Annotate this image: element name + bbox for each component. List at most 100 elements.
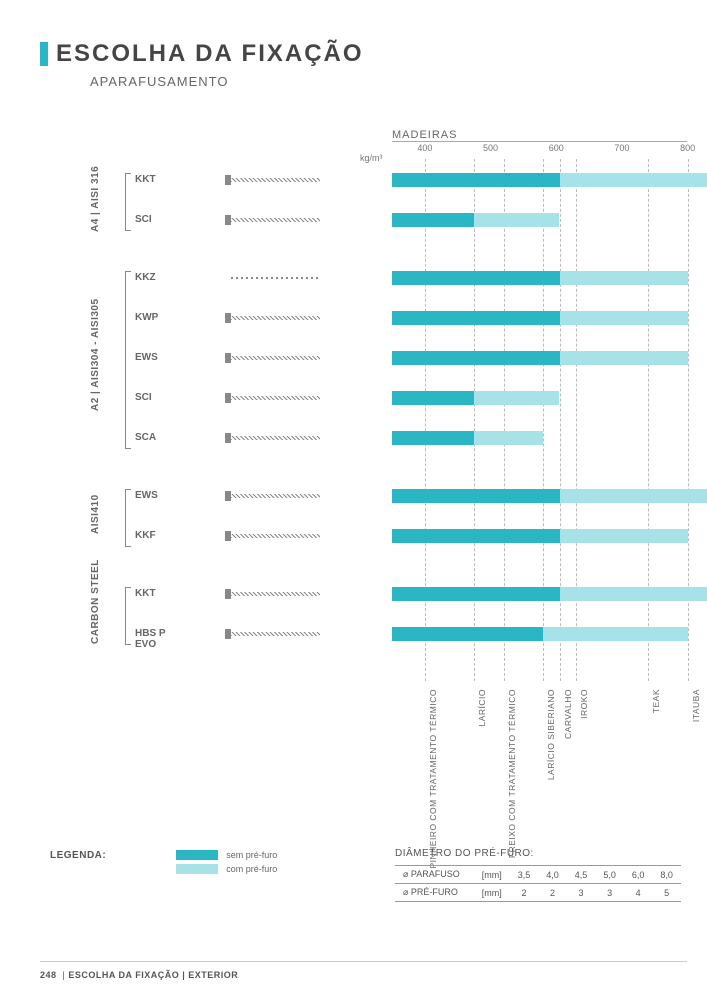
- bar-solid: [392, 391, 474, 405]
- range-bar: [392, 529, 688, 543]
- table-cell: 5: [652, 884, 681, 902]
- range-bar: [392, 431, 543, 445]
- range-bar: [392, 587, 707, 601]
- bar-solid: [392, 351, 560, 365]
- range-bar: [392, 489, 707, 503]
- legend-label: com pré-furo: [226, 864, 277, 874]
- product-code: EWS: [135, 352, 185, 363]
- product-row: KKT: [40, 169, 707, 193]
- product-row: KKZ: [40, 267, 707, 291]
- product-row: SCA: [40, 427, 707, 451]
- range-bar: [392, 627, 688, 641]
- table-cell: 4,0: [538, 866, 567, 884]
- wood-label: FREIXO COM TRATAMENTO TÉRMICO: [507, 689, 517, 858]
- product-row: EWS: [40, 347, 707, 371]
- axis-tick: 600: [549, 143, 564, 153]
- bar-light: [474, 213, 559, 227]
- bar-solid: [392, 489, 560, 503]
- screw-icon: [225, 355, 320, 361]
- bar-solid: [392, 311, 560, 325]
- bar-light: [560, 271, 688, 285]
- range-bar: [392, 391, 559, 405]
- screw-icon: [225, 275, 320, 281]
- bar-light: [543, 627, 688, 641]
- screw-icon: [225, 177, 320, 183]
- table-cell: 4: [624, 884, 653, 902]
- wood-label: IROKO: [579, 689, 589, 719]
- bar-solid: [392, 431, 474, 445]
- axis-tick: 800: [680, 143, 695, 153]
- wood-label: CARVALHO: [563, 689, 573, 739]
- bar-light: [560, 529, 688, 543]
- legend-item: sem pré-furo: [176, 850, 277, 860]
- table-cell: 4,5: [567, 866, 596, 884]
- legend: LEGENDA: sem pré-furo com pré-furo: [50, 850, 277, 874]
- product-code: KWP: [135, 312, 185, 323]
- table-rowlabel: ⌀ PRÉ-FURO: [395, 884, 474, 902]
- product-row: KKT: [40, 583, 707, 607]
- wood-label: ITAUBA: [691, 689, 701, 722]
- product-code: SCI: [135, 392, 185, 403]
- table-cell: 5,0: [595, 866, 624, 884]
- wood-label: LARÍCIO SIBERIANO: [546, 689, 556, 780]
- wood-label: TEAK: [651, 689, 661, 713]
- bar-solid: [392, 173, 560, 187]
- range-bar: [392, 311, 688, 325]
- legend-item: com pré-furo: [176, 864, 277, 874]
- page-title: ESCOLHA DA FIXAÇÃO: [56, 40, 364, 68]
- page-subtitle: APARAFUSAMENTO: [90, 74, 707, 89]
- table-title: DIÂMETRO DO PRÉ-FURO:: [395, 848, 681, 859]
- screw-icon: [225, 395, 320, 401]
- axis-tick: 400: [417, 143, 432, 153]
- legend-swatch: [176, 864, 218, 874]
- wood-label: PINHEIRO COM TRATAMENTO TÉRMICO: [428, 689, 438, 869]
- range-bar: [392, 173, 707, 187]
- range-bar: [392, 213, 559, 227]
- product-code: EWS: [135, 490, 185, 501]
- table-cell: 3: [567, 884, 596, 902]
- wood-label: LARÍCIO: [477, 689, 487, 727]
- bar-solid: [392, 627, 543, 641]
- bar-light: [474, 431, 543, 445]
- axis-line: [392, 141, 687, 142]
- product-code: SCA: [135, 432, 185, 443]
- table-row: ⌀ PARAFUSO[mm]3,54,04,55,06,08,0: [395, 866, 681, 884]
- legend-title: LEGENDA:: [50, 850, 106, 861]
- screw-icon: [225, 631, 320, 637]
- product-code: KKT: [135, 588, 185, 599]
- product-code: KKT: [135, 174, 185, 185]
- table-cell: 2: [538, 884, 567, 902]
- page-number: 248: [40, 970, 57, 980]
- screw-icon: [225, 315, 320, 321]
- product-row: SCI: [40, 209, 707, 233]
- footer-breadcrumb: ESCOLHA DA FIXAÇÃO | EXTERIOR: [68, 970, 238, 980]
- range-bar: [392, 271, 688, 285]
- screw-icon: [225, 493, 320, 499]
- footer: 248 | ESCOLHA DA FIXAÇÃO | EXTERIOR: [40, 961, 687, 980]
- product-code: KKZ: [135, 272, 185, 283]
- accent-bar: [40, 42, 48, 66]
- product-row: KKF: [40, 525, 707, 549]
- bar-light: [560, 173, 707, 187]
- table-cell: 8,0: [652, 866, 681, 884]
- table-row: ⌀ PRÉ-FURO[mm]223345: [395, 884, 681, 902]
- density-chart: MADEIRAS kg/m³ 400500600700800A4 | AISI …: [40, 129, 707, 681]
- product-row: KWP: [40, 307, 707, 331]
- bar-light: [560, 587, 707, 601]
- bar-light: [560, 489, 707, 503]
- screw-icon: [225, 217, 320, 223]
- product-code: HBS P EVO: [135, 628, 185, 650]
- bar-light: [474, 391, 559, 405]
- product-code: SCI: [135, 214, 185, 225]
- product-code: KKF: [135, 530, 185, 541]
- screw-icon: [225, 533, 320, 539]
- product-row: EWS: [40, 485, 707, 509]
- table-unit: [mm]: [474, 884, 510, 902]
- legend-label: sem pré-furo: [226, 850, 277, 860]
- bar-solid: [392, 213, 474, 227]
- table-cell: 6,0: [624, 866, 653, 884]
- bar-light: [560, 351, 688, 365]
- product-row: SCI: [40, 387, 707, 411]
- bar-light: [560, 311, 688, 325]
- axis-title: MADEIRAS: [392, 129, 457, 141]
